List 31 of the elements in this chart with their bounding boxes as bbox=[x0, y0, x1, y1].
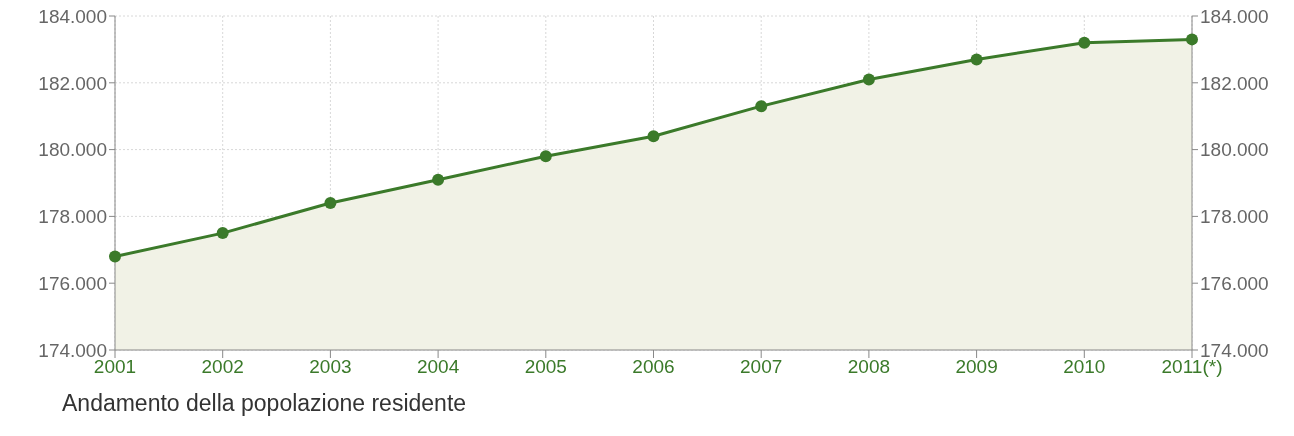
y2-tick-label: 184.000 bbox=[1200, 5, 1269, 27]
y-tick-label: 184.000 bbox=[38, 5, 107, 27]
y2-tick-label: 178.000 bbox=[1200, 206, 1269, 228]
point bbox=[755, 100, 768, 113]
x-tick-label: 2008 bbox=[847, 356, 891, 378]
x-tick-label: 2003 bbox=[309, 356, 352, 378]
point bbox=[1186, 33, 1198, 46]
point bbox=[970, 53, 983, 66]
point bbox=[1078, 36, 1091, 49]
x-tick-label: 2002 bbox=[201, 356, 244, 378]
point bbox=[324, 197, 337, 210]
point bbox=[862, 73, 875, 86]
y2-tick-label: 176.000 bbox=[1200, 272, 1269, 294]
point bbox=[109, 250, 121, 263]
x-tick-label: 2005 bbox=[524, 356, 567, 378]
text: Andamento della popolazione residente bbox=[62, 390, 468, 417]
y-tick-label: 182.000 bbox=[38, 72, 107, 94]
x-tick-label: 2009 bbox=[955, 356, 998, 378]
x-tick-label: 2004 bbox=[416, 356, 460, 378]
point bbox=[216, 227, 229, 240]
y2-tick-label: 180.000 bbox=[1200, 139, 1269, 161]
point bbox=[432, 173, 445, 186]
y-tick-label: 178.000 bbox=[38, 206, 107, 228]
x-tick-label: 2006 bbox=[632, 356, 675, 378]
x-tick-label: 2007 bbox=[740, 356, 783, 378]
y2-tick-label: 182.000 bbox=[1200, 72, 1269, 94]
y-tick-label: 176.000 bbox=[38, 272, 107, 294]
y-tick-label: 180.000 bbox=[38, 139, 107, 161]
x-tick-label: 2010 bbox=[1063, 356, 1106, 378]
point bbox=[539, 150, 552, 163]
point bbox=[647, 130, 660, 143]
